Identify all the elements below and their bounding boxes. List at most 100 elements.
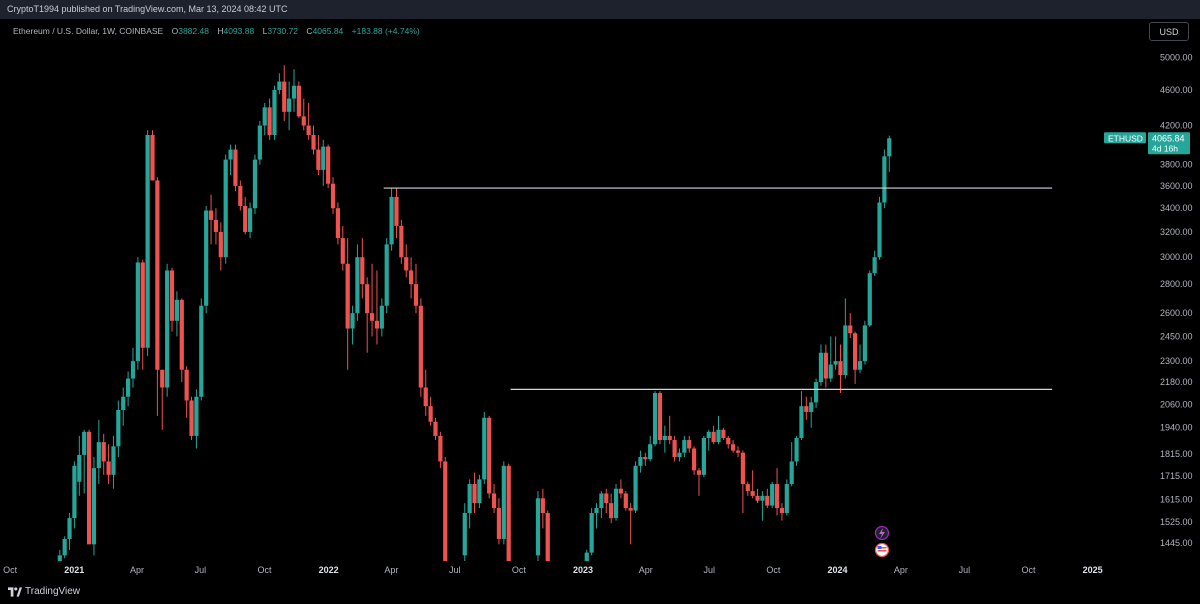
candle-body <box>360 257 365 285</box>
candle-body <box>184 369 189 401</box>
candle-body <box>374 320 380 329</box>
candles-group <box>57 65 892 561</box>
candle-body <box>467 484 472 514</box>
close-value: 4065.84 <box>312 26 344 36</box>
candle-body <box>857 361 863 370</box>
candle-body <box>86 431 92 545</box>
candle-body <box>262 107 267 126</box>
high-label: H <box>217 26 224 36</box>
candle-body <box>648 444 653 460</box>
candle-body <box>111 446 116 475</box>
candle-body <box>843 325 848 375</box>
candle-body <box>199 305 204 397</box>
candle-body <box>726 437 731 445</box>
candle-body <box>155 180 160 370</box>
bar-countdown: 4d 16h <box>1152 143 1178 153</box>
candle-body <box>335 208 341 239</box>
flag-stripe <box>877 550 887 552</box>
x-tick-label: Oct <box>1021 565 1036 575</box>
candle-body <box>633 465 638 511</box>
y-tick-label: 1715.00 <box>1160 471 1193 481</box>
candle-body <box>784 484 789 514</box>
candle-body <box>179 299 184 370</box>
low-value: 3730.72 <box>267 26 299 36</box>
candle-body <box>770 484 775 506</box>
candle-body <box>472 484 477 504</box>
candle-body <box>72 465 77 519</box>
candle-body <box>828 364 833 379</box>
candle-body <box>272 89 277 135</box>
candle-body <box>321 146 326 170</box>
candle-body <box>340 238 345 264</box>
candle-body <box>101 442 106 462</box>
candle-body <box>687 440 692 449</box>
candle-body <box>116 410 121 447</box>
currency-button[interactable]: USD <box>1149 22 1189 41</box>
candle-body <box>326 146 331 184</box>
candle-body <box>174 299 179 321</box>
flag-stripe <box>877 547 887 549</box>
high-value: 4093.88 <box>223 26 255 36</box>
candle-body <box>682 440 687 453</box>
candle-body <box>491 493 497 509</box>
candle-body <box>745 484 750 492</box>
ticker-tag-label: ETHUSD <box>1108 133 1143 143</box>
ticker-tag <box>1104 132 1146 144</box>
candle-body <box>204 210 209 306</box>
candle-body <box>277 81 282 90</box>
candle-body <box>150 134 155 181</box>
x-tick-label: Jul <box>449 565 461 575</box>
candle-body <box>584 552 589 561</box>
candle-body <box>389 196 394 245</box>
y-tick-label: 3800.00 <box>1160 160 1193 170</box>
candle-body <box>809 402 814 412</box>
candle-body <box>672 440 677 458</box>
candle-body <box>799 406 804 438</box>
candle-body <box>794 437 799 462</box>
change-value: +183.88 (+4.74%) <box>351 26 420 36</box>
x-tick-label: 2025 <box>1083 565 1103 575</box>
candle-body <box>887 138 892 157</box>
candle-body <box>257 125 262 160</box>
last-price-tag <box>1148 132 1190 155</box>
y-tick-label: 1815.00 <box>1160 449 1193 459</box>
candle-body <box>535 498 541 556</box>
y-tick-label: 2180.00 <box>1160 377 1193 387</box>
x-tick-label: 2021 <box>64 565 84 575</box>
x-tick-label: Jul <box>703 565 715 575</box>
candle-body <box>721 429 726 438</box>
candle-body <box>355 257 360 314</box>
candle-body <box>735 450 741 453</box>
candle-body <box>867 273 872 326</box>
candle-body <box>692 448 697 471</box>
candle-body <box>433 421 438 436</box>
candle-body <box>760 495 765 501</box>
tradingview-brand[interactable]: TradingView <box>25 586 81 597</box>
candle-body <box>296 85 301 117</box>
x-tick-label: Oct <box>766 565 781 575</box>
candle-body <box>379 305 384 329</box>
y-tick-label: 2060.00 <box>1160 399 1193 409</box>
lightning-bolt-shape <box>879 528 885 539</box>
candle-body <box>106 461 111 475</box>
candle-body <box>506 465 511 561</box>
candle-body <box>628 508 633 511</box>
y-tick-label: 3400.00 <box>1160 203 1193 213</box>
candle-body <box>823 352 828 379</box>
candle-body <box>838 361 843 375</box>
candle-body <box>589 513 594 553</box>
tradingview-logo-icon[interactable] <box>8 587 22 597</box>
candle-body <box>228 149 233 160</box>
candle-body <box>350 313 355 329</box>
candle-body <box>67 518 72 539</box>
candle-body <box>755 495 760 501</box>
candle-body <box>291 85 297 99</box>
symbol-title[interactable]: Ethereum / U.S. Dollar, 1W, COINBASE <box>13 26 164 36</box>
y-tick-label: 1445.00 <box>1160 538 1193 548</box>
low-label: L <box>262 26 268 36</box>
open-label: O <box>171 26 179 36</box>
candle-body <box>638 457 643 466</box>
candle-body <box>77 454 82 482</box>
candle-body <box>701 437 706 475</box>
